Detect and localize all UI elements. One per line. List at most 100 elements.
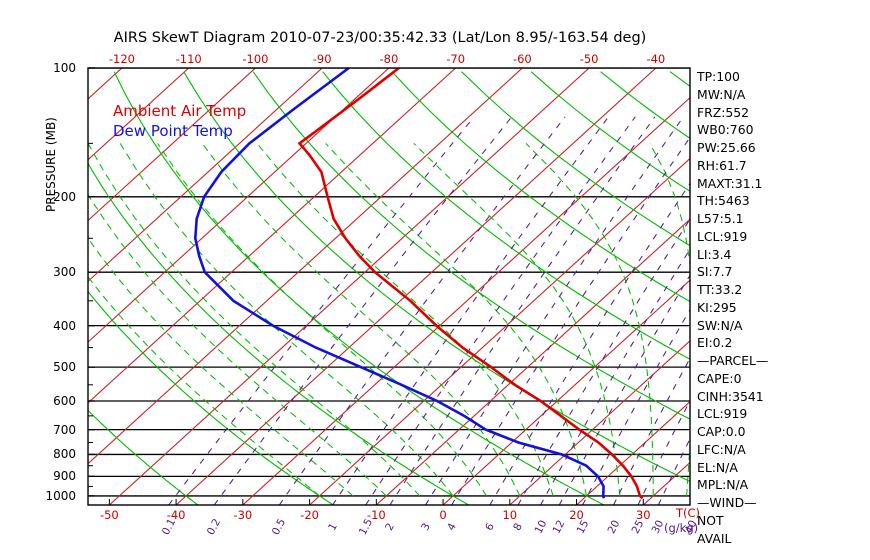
moist-adiabat-line bbox=[88, 193, 387, 497]
isotherm-line bbox=[88, 68, 190, 161]
stat-row: LCL:919 bbox=[697, 406, 748, 422]
top-temp-tick-label: -50 bbox=[579, 52, 599, 66]
stat-row: MAXT:31.1 bbox=[697, 175, 763, 191]
stat-row: —WIND— bbox=[697, 495, 757, 510]
dry-adiabat-line bbox=[88, 162, 469, 505]
dry-adiabat-line bbox=[252, 71, 690, 420]
mixing-ratio-line bbox=[278, 116, 566, 505]
isotherm-line bbox=[109, 68, 590, 505]
top-temp-tick-label: -120 bbox=[108, 52, 135, 66]
mixing-ratio-line bbox=[213, 116, 513, 505]
legend-ambient-air-temp: Ambient Air Temp bbox=[113, 102, 247, 120]
moist-adiabat-line bbox=[88, 143, 420, 497]
bottom-temp-tick-label: 30 bbox=[635, 508, 651, 522]
pressure-tick-label-600: 600 bbox=[53, 393, 76, 408]
isotherm-line bbox=[88, 68, 523, 465]
stat-row: TH:5463 bbox=[697, 193, 750, 209]
pressure-tick-labels: 100 200 300 400 500 600 700 800 900 1000 bbox=[0, 0, 84, 560]
dry-adiabat-line bbox=[88, 409, 199, 505]
pressure-tick-label-800: 800 bbox=[53, 447, 76, 462]
stat-row: LFC:N/A bbox=[697, 441, 746, 457]
moist-adiabat-line bbox=[157, 143, 487, 497]
bottom-temp-tick-label: -50 bbox=[99, 508, 119, 522]
mixing-ratio-line bbox=[540, 248, 690, 505]
page-title: AIRS SkewT Diagram 2010-07-23/00:35:42.3… bbox=[113, 30, 647, 46]
isotherm-line bbox=[242, 96, 690, 505]
dry-adiabat-line bbox=[113, 71, 605, 505]
sounding-stats-panel: TP:100 MW:N/A FRZ:552 WB0:760 PW:25.66 RH:61.… bbox=[697, 68, 865, 547]
bottom-temp-tick-label: -40 bbox=[166, 508, 186, 522]
moist-adiabat-line bbox=[325, 143, 588, 497]
stat-row: SI:7.7 bbox=[697, 264, 733, 280]
stat-row: KI:295 bbox=[697, 299, 737, 315]
stat-row: LI:3.4 bbox=[697, 246, 732, 262]
dew-point-temp-curve bbox=[193, 68, 606, 499]
mixing-ratio-line bbox=[558, 274, 690, 505]
stat-row: CAPE:0 bbox=[697, 370, 742, 386]
pressure-tick-label-400: 400 bbox=[53, 318, 76, 333]
bottom-temp-tick-label: 20 bbox=[569, 508, 584, 522]
mixing-ratio-line bbox=[582, 308, 690, 505]
moist-adiabat-line bbox=[525, 143, 654, 496]
stat-row: AVAIL bbox=[697, 530, 732, 546]
dry-adiabat-line bbox=[391, 71, 690, 303]
isotherm-line bbox=[88, 68, 256, 222]
isotherm-line bbox=[88, 68, 390, 343]
stat-row: LCL:919 bbox=[697, 228, 748, 244]
stat-row: SW:N/A bbox=[697, 317, 743, 333]
moist-adiabat-line bbox=[119, 143, 454, 497]
isotherm-line bbox=[88, 68, 323, 283]
mixing-ratio-line bbox=[451, 136, 690, 505]
plot-frame bbox=[87, 67, 691, 506]
tick-marks bbox=[88, 67, 644, 505]
moist-adiabat-line bbox=[88, 276, 320, 497]
dry-adiabat-line bbox=[88, 290, 334, 505]
stat-row: L57:5.1 bbox=[697, 211, 744, 226]
top-temp-tick-label: -70 bbox=[446, 52, 466, 66]
stat-row: PW:25.66 bbox=[697, 140, 756, 155]
dry-adiabat-line bbox=[322, 71, 690, 360]
grid-layer bbox=[88, 68, 690, 505]
top-temp-tick-label: -60 bbox=[512, 52, 532, 66]
top-temp-tick-label: -80 bbox=[379, 52, 399, 66]
ambient-air-temp-curve bbox=[297, 68, 644, 500]
mixing-ratio-axis-unit-label: (g/kg) bbox=[664, 521, 699, 535]
stat-row: MW:N/A bbox=[697, 86, 746, 102]
temperature-axis-unit-label: T(C) bbox=[676, 506, 701, 520]
pressure-tick-label-300: 300 bbox=[53, 265, 76, 280]
isotherm-line bbox=[175, 68, 657, 505]
bottom-temp-tick-label: -10 bbox=[366, 508, 386, 522]
pressure-tick-label-200: 200 bbox=[53, 189, 76, 204]
moist-adiabat-line bbox=[649, 143, 690, 496]
stat-row: MPL:N/A bbox=[697, 477, 749, 493]
mixing-ratio-line bbox=[168, 116, 475, 505]
mixing-ratio-line bbox=[425, 116, 684, 505]
top-temp-tick-label: -90 bbox=[312, 52, 332, 66]
stat-row: NOT bbox=[697, 512, 724, 528]
pressure-tick-label-100: 100 bbox=[53, 61, 76, 75]
bottom-temp-tick-label: -20 bbox=[300, 508, 319, 522]
isotherm-line bbox=[576, 400, 690, 505]
stat-row: WB0:760 bbox=[697, 122, 754, 138]
pressure-tick-label-900: 900 bbox=[53, 469, 76, 484]
moist-adiabat-line bbox=[88, 237, 354, 497]
bottom-temp-tick-label: 0 bbox=[439, 508, 447, 522]
stat-row: RH:61.7 bbox=[697, 157, 747, 173]
stat-row: EI:0.2 bbox=[697, 335, 733, 351]
isotherm-line bbox=[88, 68, 456, 404]
mixing-ratio-line bbox=[613, 357, 690, 505]
stat-row: EL:N/A bbox=[697, 459, 738, 475]
stat-row: CINH:3541 bbox=[697, 388, 764, 404]
dry-adiabat-line bbox=[183, 71, 690, 483]
moist-adiabat-line bbox=[256, 143, 554, 497]
pressure-tick-label-500: 500 bbox=[53, 360, 76, 375]
isotherm-line bbox=[309, 157, 690, 505]
top-temp-tick-label: -100 bbox=[242, 52, 269, 66]
stat-row: —PARCEL— bbox=[697, 353, 769, 368]
stat-row: TT:33.2 bbox=[697, 282, 743, 297]
pressure-tick-label-700: 700 bbox=[53, 422, 76, 437]
bottom-temp-tick-label: -30 bbox=[233, 508, 253, 522]
sounding-curve-layer bbox=[193, 68, 644, 500]
